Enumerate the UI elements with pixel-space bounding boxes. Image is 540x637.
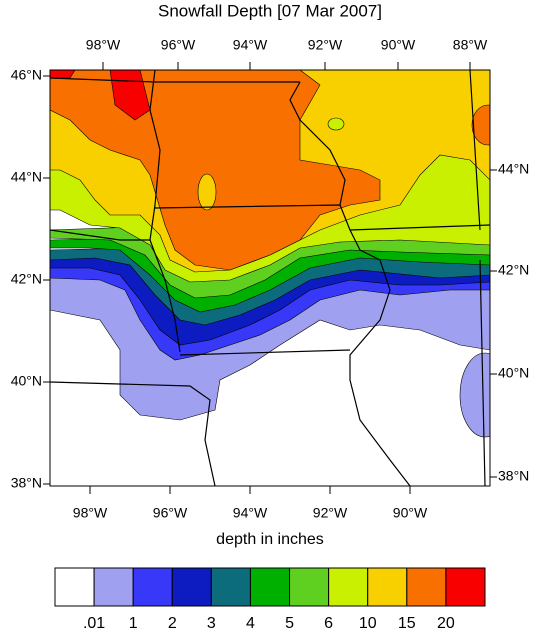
colorbar-swatch — [445, 567, 486, 607]
colorbar-swatch — [367, 567, 408, 607]
colorbar-level: 2 — [168, 615, 177, 632]
colorbar-level: .01 — [83, 615, 105, 632]
bottom-lon-label: 90°W — [393, 505, 428, 521]
left-lat-label: 40°N — [11, 373, 42, 389]
colorbar-level: 6 — [324, 615, 333, 632]
top-lon-label: 88°W — [453, 37, 488, 53]
bottom-lon-label: 92°W — [313, 505, 348, 521]
bottom-lon-label: 96°W — [153, 505, 188, 521]
colorbar-level: 20 — [437, 615, 455, 632]
top-lon-label: 94°W — [233, 37, 268, 53]
colorbar-swatch — [328, 567, 369, 607]
left-lat-label: 42°N — [11, 271, 42, 287]
colorbar-swatch — [93, 567, 134, 607]
map-frame — [49, 69, 491, 487]
colorbar-swatch — [210, 567, 251, 607]
colorbar-level: 5 — [285, 615, 294, 632]
left-lat-label: 38°N — [11, 475, 42, 491]
colorbar-level: 10 — [359, 615, 377, 632]
map — [50, 70, 490, 486]
title: Snowfall Depth [07 Mar 2007] — [158, 1, 382, 20]
colorbar-swatch — [132, 567, 173, 607]
colorbar-level: 3 — [207, 615, 216, 632]
right-lat-label: 42°N — [498, 262, 529, 278]
top-lon-label: 98°W — [86, 37, 121, 53]
colorbar-level: 1 — [129, 615, 138, 632]
left-lat-label: 44°N — [11, 169, 42, 185]
bottom-lon-label: 94°W — [233, 505, 268, 521]
colorbar-level: 15 — [398, 615, 416, 632]
colorbar-label: depth in inches — [216, 531, 324, 548]
right-lat-label: 44°N — [498, 161, 529, 177]
right-lat-label: 38°N — [498, 468, 529, 484]
colorbar-swatch — [171, 567, 212, 607]
top-lon-label: 90°W — [381, 37, 416, 53]
top-lon-label: 92°W — [308, 37, 343, 53]
top-lon-label: 96°W — [161, 37, 196, 53]
colorbar-swatch — [249, 567, 291, 607]
colorbar-swatch — [289, 567, 330, 607]
right-lat-label: 40°N — [498, 365, 529, 381]
bottom-lon-label: 98°W — [73, 505, 108, 521]
colorbar-swatch — [54, 567, 95, 607]
colorbar-level: 4 — [246, 615, 255, 632]
colorbar-swatch — [406, 567, 447, 607]
left-lat-label: 46°N — [11, 67, 42, 83]
